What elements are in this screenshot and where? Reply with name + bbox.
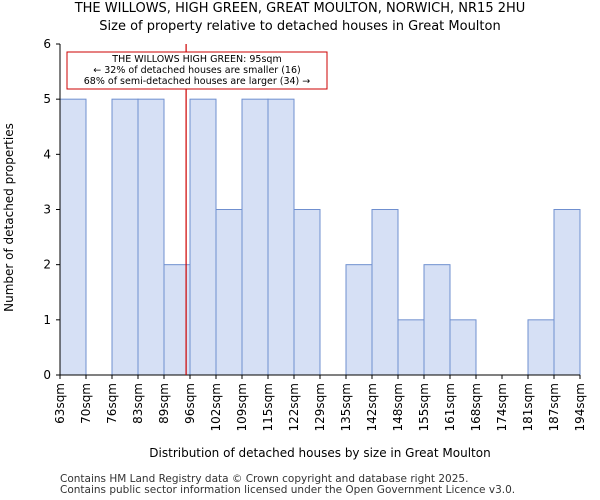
- bar: [345, 264, 373, 376]
- bars-group: [59, 98, 581, 376]
- chart-subtitle: Size of property relative to detached ho…: [99, 19, 501, 34]
- x-tick-label: 194sqm: [573, 383, 587, 431]
- bar: [241, 98, 269, 376]
- bar: [371, 209, 399, 376]
- y-tick-label: 6: [43, 37, 51, 51]
- annotation-line-2: ← 32% of detached houses are smaller (16…: [93, 65, 300, 76]
- bar: [449, 319, 477, 376]
- x-tick-label: 122sqm: [287, 383, 301, 431]
- footer-copyright: Contains HM Land Registry data © Crown c…: [60, 473, 469, 485]
- x-tick-label: 63sqm: [53, 383, 67, 424]
- y-ticks: 0 1 2 3 4 5 6: [43, 37, 60, 382]
- x-tick-label: 83sqm: [131, 383, 145, 424]
- x-tick-label: 76sqm: [105, 383, 119, 424]
- chart-title: THE WILLOWS, HIGH GREEN, GREAT MOULTON, …: [74, 1, 526, 16]
- x-tick-label: 174sqm: [495, 383, 509, 431]
- x-tick-label: 181sqm: [521, 383, 535, 431]
- x-tick-label: 89sqm: [157, 383, 171, 424]
- x-tick-label: 96sqm: [183, 383, 197, 424]
- x-tick-label: 102sqm: [209, 383, 223, 431]
- bar: [527, 319, 555, 376]
- x-tick-label: 135sqm: [339, 383, 353, 431]
- x-ticks: 63sqm 70sqm 76sqm 83sqm 89sqm 96sqm 102sqm 109s…: [53, 375, 587, 431]
- bar: [137, 98, 165, 376]
- x-tick-label: 148sqm: [391, 383, 405, 431]
- x-tick-label: 161sqm: [443, 383, 457, 431]
- bar: [397, 319, 425, 376]
- y-tick-label: 1: [43, 313, 51, 327]
- x-axis-label: Distribution of detached houses by size …: [149, 446, 490, 460]
- bar: [111, 98, 139, 376]
- y-tick-label: 3: [43, 203, 51, 217]
- x-tick-label: 168sqm: [469, 383, 483, 431]
- x-tick-label: 115sqm: [261, 383, 275, 431]
- bar: [215, 209, 243, 376]
- y-tick-label: 5: [43, 92, 51, 106]
- x-tick-label: 142sqm: [365, 383, 379, 431]
- annotation-line-3: 68% of semi-detached houses are larger (…: [84, 76, 311, 87]
- x-tick-label: 70sqm: [79, 383, 93, 424]
- x-tick-label: 155sqm: [417, 383, 431, 431]
- annotation-border: [66, 51, 328, 90]
- y-tick-label: 0: [43, 368, 51, 382]
- bar: [553, 209, 581, 376]
- y-axis-label: Number of detached properties: [2, 123, 16, 312]
- bar: [59, 98, 87, 376]
- annotation-box: THE WILLOWS HIGH GREEN: 95sqm ← 32% of d…: [66, 51, 328, 90]
- y-tick-label: 4: [43, 147, 51, 161]
- x-tick-label: 187sqm: [547, 383, 561, 431]
- bar: [293, 209, 321, 376]
- x-tick-label: 109sqm: [235, 383, 249, 431]
- bar: [423, 264, 451, 376]
- y-tick-label: 2: [43, 258, 51, 272]
- x-tick-label: 129sqm: [313, 383, 327, 431]
- bar: [267, 98, 295, 376]
- bar: [189, 98, 217, 376]
- annotation-line-1: THE WILLOWS HIGH GREEN: 95sqm: [111, 54, 281, 65]
- footer-licence: Contains public sector information licen…: [60, 484, 516, 496]
